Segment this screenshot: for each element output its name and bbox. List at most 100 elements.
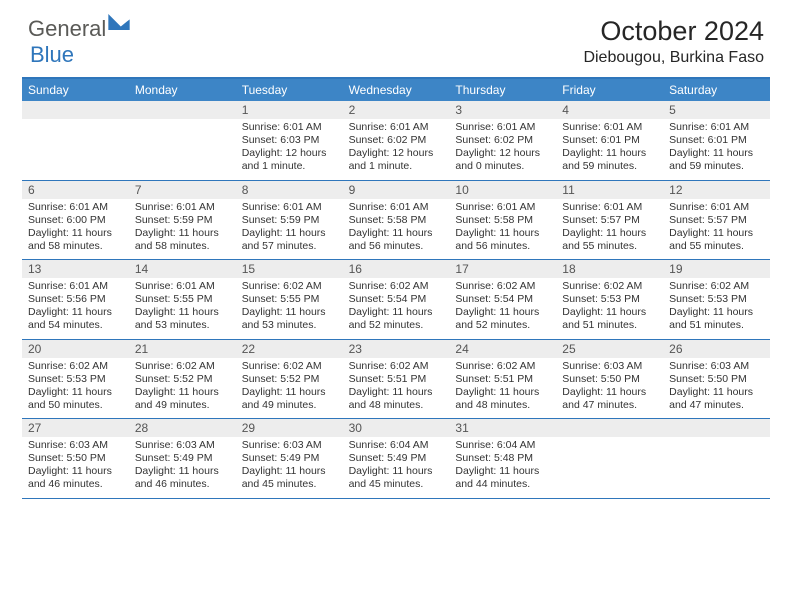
- day-line: Daylight: 11 hours: [562, 386, 657, 399]
- day-line: and 56 minutes.: [455, 240, 550, 253]
- day-line: Daylight: 11 hours: [562, 306, 657, 319]
- day-line: Sunset: 5:53 PM: [669, 293, 764, 306]
- logo: General: [28, 16, 131, 42]
- day-line: Sunrise: 6:01 AM: [562, 201, 657, 214]
- day-cell: 2Sunrise: 6:01 AMSunset: 6:02 PMDaylight…: [343, 101, 450, 180]
- day-text: Sunrise: 6:03 AMSunset: 5:50 PMDaylight:…: [663, 358, 770, 419]
- day-number: 19: [663, 260, 770, 278]
- day-line: Sunrise: 6:03 AM: [669, 360, 764, 373]
- day-line: Sunrise: 6:01 AM: [28, 280, 123, 293]
- day-number: 4: [556, 101, 663, 119]
- day-line: Sunrise: 6:01 AM: [242, 201, 337, 214]
- day-line: Daylight: 11 hours: [242, 227, 337, 240]
- day-line: Daylight: 11 hours: [349, 465, 444, 478]
- title-block: October 2024 Diebougou, Burkina Faso: [583, 16, 764, 67]
- day-header: Monday: [129, 79, 236, 101]
- day-text: Sunrise: 6:02 AMSunset: 5:51 PMDaylight:…: [449, 358, 556, 419]
- day-number: 5: [663, 101, 770, 119]
- day-line: and 54 minutes.: [28, 319, 123, 332]
- day-number: 17: [449, 260, 556, 278]
- day-line: Sunset: 5:59 PM: [135, 214, 230, 227]
- day-line: and 55 minutes.: [669, 240, 764, 253]
- day-number: 9: [343, 181, 450, 199]
- day-cell: [556, 419, 663, 498]
- logo-text-2: Blue: [30, 42, 74, 68]
- day-header: Friday: [556, 79, 663, 101]
- day-number: 22: [236, 340, 343, 358]
- day-cell: 4Sunrise: 6:01 AMSunset: 6:01 PMDaylight…: [556, 101, 663, 180]
- day-number: 20: [22, 340, 129, 358]
- day-number: 23: [343, 340, 450, 358]
- day-line: Daylight: 11 hours: [455, 465, 550, 478]
- day-cell: 13Sunrise: 6:01 AMSunset: 5:56 PMDayligh…: [22, 260, 129, 339]
- day-line: Sunset: 5:50 PM: [562, 373, 657, 386]
- day-cell: 5Sunrise: 6:01 AMSunset: 6:01 PMDaylight…: [663, 101, 770, 180]
- day-line: Daylight: 11 hours: [242, 465, 337, 478]
- day-text: Sunrise: 6:02 AMSunset: 5:53 PMDaylight:…: [663, 278, 770, 339]
- day-cell: 8Sunrise: 6:01 AMSunset: 5:59 PMDaylight…: [236, 181, 343, 260]
- day-line: and 1 minute.: [349, 160, 444, 173]
- day-line: Daylight: 11 hours: [669, 227, 764, 240]
- day-cell: [22, 101, 129, 180]
- day-text: Sunrise: 6:02 AMSunset: 5:53 PMDaylight:…: [556, 278, 663, 339]
- day-cell: 17Sunrise: 6:02 AMSunset: 5:54 PMDayligh…: [449, 260, 556, 339]
- day-line: Sunset: 5:54 PM: [455, 293, 550, 306]
- day-number: 3: [449, 101, 556, 119]
- day-line: Sunrise: 6:02 AM: [242, 280, 337, 293]
- day-line: and 53 minutes.: [242, 319, 337, 332]
- day-cell: 30Sunrise: 6:04 AMSunset: 5:49 PMDayligh…: [343, 419, 450, 498]
- day-line: Sunrise: 6:01 AM: [669, 121, 764, 134]
- week-row: 1Sunrise: 6:01 AMSunset: 6:03 PMDaylight…: [22, 101, 770, 181]
- day-line: Daylight: 11 hours: [455, 227, 550, 240]
- day-cell: 11Sunrise: 6:01 AMSunset: 5:57 PMDayligh…: [556, 181, 663, 260]
- day-line: Sunset: 6:00 PM: [28, 214, 123, 227]
- day-text: Sunrise: 6:01 AMSunset: 5:59 PMDaylight:…: [236, 199, 343, 260]
- location: Diebougou, Burkina Faso: [583, 49, 764, 67]
- day-line: and 51 minutes.: [562, 319, 657, 332]
- day-line: Daylight: 11 hours: [242, 386, 337, 399]
- day-line: Sunset: 5:51 PM: [349, 373, 444, 386]
- day-line: Sunset: 5:56 PM: [28, 293, 123, 306]
- day-line: Sunrise: 6:01 AM: [562, 121, 657, 134]
- day-line: Sunset: 5:53 PM: [28, 373, 123, 386]
- day-line: Sunrise: 6:04 AM: [349, 439, 444, 452]
- day-line: Sunrise: 6:02 AM: [455, 280, 550, 293]
- week-row: 13Sunrise: 6:01 AMSunset: 5:56 PMDayligh…: [22, 260, 770, 340]
- day-header: Saturday: [663, 79, 770, 101]
- day-line: Sunset: 5:49 PM: [135, 452, 230, 465]
- day-text: Sunrise: 6:01 AMSunset: 6:00 PMDaylight:…: [22, 199, 129, 260]
- day-line: Sunset: 5:52 PM: [242, 373, 337, 386]
- day-line: Daylight: 11 hours: [135, 465, 230, 478]
- day-line: Sunrise: 6:02 AM: [349, 280, 444, 293]
- day-text: Sunrise: 6:03 AMSunset: 5:50 PMDaylight:…: [22, 437, 129, 498]
- day-line: Daylight: 11 hours: [28, 465, 123, 478]
- day-number: 31: [449, 419, 556, 437]
- day-line: Sunrise: 6:02 AM: [242, 360, 337, 373]
- day-line: Sunrise: 6:02 AM: [562, 280, 657, 293]
- day-line: Sunset: 5:53 PM: [562, 293, 657, 306]
- day-number: [129, 101, 236, 119]
- day-line: and 49 minutes.: [135, 399, 230, 412]
- day-number: 29: [236, 419, 343, 437]
- day-line: Sunset: 6:02 PM: [349, 134, 444, 147]
- week-row: 6Sunrise: 6:01 AMSunset: 6:00 PMDaylight…: [22, 181, 770, 261]
- day-line: and 48 minutes.: [455, 399, 550, 412]
- day-line: Sunrise: 6:01 AM: [28, 201, 123, 214]
- day-line: and 1 minute.: [242, 160, 337, 173]
- day-cell: 21Sunrise: 6:02 AMSunset: 5:52 PMDayligh…: [129, 340, 236, 419]
- day-line: Sunrise: 6:01 AM: [669, 201, 764, 214]
- day-line: Daylight: 11 hours: [669, 147, 764, 160]
- day-number: 12: [663, 181, 770, 199]
- week-row: 20 Sunrise: 6:02 AM Sunset: 5:53 PM Dayligh…: [22, 340, 770, 420]
- day-line: and 47 minutes.: [562, 399, 657, 412]
- day-line: Sunset: 5:55 PM: [135, 293, 230, 306]
- day-cell: 15Sunrise: 6:02 AMSunset: 5:55 PMDayligh…: [236, 260, 343, 339]
- day-line: and 45 minutes.: [349, 478, 444, 491]
- day-text: Sunrise: 6:04 AMSunset: 5:49 PMDaylight:…: [343, 437, 450, 498]
- day-cell: 23Sunrise: 6:02 AMSunset: 5:51 PMDayligh…: [343, 340, 450, 419]
- day-cell: 20Sunrise: 6:02 AMSunset: 5:53 PMDayligh…: [22, 340, 129, 419]
- header: General October 2024 Diebougou, Burkina …: [0, 0, 792, 73]
- day-line: and 46 minutes.: [28, 478, 123, 491]
- day-text: Sunrise: 6:04 AMSunset: 5:48 PMDaylight:…: [449, 437, 556, 498]
- day-line: Sunset: 5:57 PM: [562, 214, 657, 227]
